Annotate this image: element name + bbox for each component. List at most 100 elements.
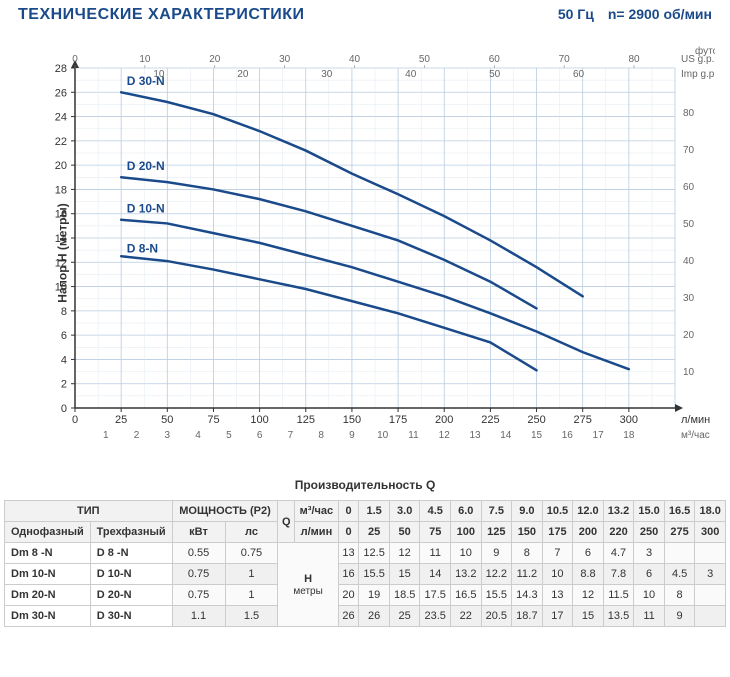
th-q-lmin: 50 (389, 522, 420, 543)
svg-text:13: 13 (469, 430, 481, 441)
table-row: Dm 20-ND 20-N0.751201918.517.516.515.514… (5, 585, 726, 606)
svg-text:6: 6 (61, 330, 67, 342)
cell-kw: 0.75 (172, 564, 225, 585)
svg-text:60: 60 (489, 54, 501, 65)
cell-val: 26 (359, 606, 390, 627)
svg-text:30: 30 (321, 69, 333, 80)
th-1p: Однофазный (5, 522, 91, 543)
th-q-lmin: 0 (338, 522, 359, 543)
th-q-m3: 18.0 (695, 501, 726, 522)
th-q-m3: 3.0 (389, 501, 420, 522)
svg-text:2: 2 (61, 379, 67, 391)
cell-val (695, 543, 726, 564)
cell-val: 15 (573, 606, 604, 627)
cell-val: 20.5 (481, 606, 512, 627)
th-q-m3: 9.0 (512, 501, 543, 522)
svg-text:0: 0 (72, 414, 78, 426)
cell-val: 7.8 (603, 564, 634, 585)
freq-label: 50 Гц (558, 6, 594, 22)
page-title: ТЕХНИЧЕСКИЕ ХАРАКТЕРИСТИКИ (18, 6, 558, 24)
svg-text:50: 50 (683, 219, 695, 230)
th-q-m3: 16.5 (664, 501, 695, 522)
svg-text:10: 10 (377, 430, 389, 441)
cell-model-1p: Dm 10-N (5, 564, 91, 585)
th-hp: лс (225, 522, 278, 543)
svg-text:5: 5 (226, 430, 232, 441)
svg-text:3: 3 (165, 430, 171, 441)
cell-val: 9 (481, 543, 512, 564)
cell-val: 18.7 (512, 606, 543, 627)
svg-text:60: 60 (573, 69, 585, 80)
svg-text:2: 2 (134, 430, 140, 441)
cell-val: 13 (338, 543, 359, 564)
cell-val: 13 (542, 585, 573, 606)
th-q-m3: 10.5 (542, 501, 573, 522)
cell-val: 12 (573, 585, 604, 606)
th-q-lmin: 300 (695, 522, 726, 543)
th-q-lmin: 25 (359, 522, 390, 543)
svg-text:60: 60 (683, 182, 695, 193)
svg-text:14: 14 (500, 430, 512, 441)
svg-text:л/мин: л/мин (681, 414, 710, 426)
cell-val: 8 (512, 543, 543, 564)
svg-text:300: 300 (620, 414, 638, 426)
svg-text:20: 20 (237, 69, 249, 80)
th-q-m3: 13.2 (603, 501, 634, 522)
svg-text:40: 40 (405, 69, 417, 80)
cell-val: 3 (695, 564, 726, 585)
cell-val: 15.5 (481, 585, 512, 606)
th-q-lmin: 100 (451, 522, 482, 543)
svg-text:Imp g.p.m.: Imp g.p.m. (681, 69, 715, 80)
svg-text:9: 9 (349, 430, 355, 441)
cell-val: 3 (634, 543, 665, 564)
cell-val: 12.5 (359, 543, 390, 564)
th-q-m3: 1.5 (359, 501, 390, 522)
th-q-m3: 12.0 (573, 501, 604, 522)
svg-text:150: 150 (343, 414, 361, 426)
svg-text:18: 18 (55, 184, 67, 196)
cell-hp: 0.75 (225, 543, 278, 564)
svg-text:12: 12 (439, 430, 451, 441)
svg-text:10: 10 (139, 54, 151, 65)
cell-val: 20 (338, 585, 359, 606)
svg-text:26: 26 (55, 87, 67, 99)
cell-val (664, 543, 695, 564)
cell-hp: 1.5 (225, 606, 278, 627)
svg-text:225: 225 (481, 414, 499, 426)
svg-text:8: 8 (318, 430, 324, 441)
cell-val: 22 (451, 606, 482, 627)
th-q-lmin: 275 (664, 522, 695, 543)
cell-val (695, 585, 726, 606)
svg-text:30: 30 (683, 293, 695, 304)
svg-text:17: 17 (593, 430, 605, 441)
cell-val: 4.5 (664, 564, 695, 585)
svg-text:20: 20 (209, 54, 221, 65)
svg-text:30: 30 (279, 54, 291, 65)
cell-val: 17.5 (420, 585, 451, 606)
svg-text:175: 175 (389, 414, 407, 426)
svg-text:80: 80 (628, 54, 640, 65)
svg-text:футов: футов (695, 45, 715, 57)
spec-table: ТИПМОЩНОСТЬ (P2)Qм³/час01.53.04.56.07.59… (4, 500, 726, 627)
svg-text:D 10-N: D 10-N (127, 202, 165, 216)
header-params: 50 Гц n= 2900 об/мин (558, 6, 712, 22)
svg-text:15: 15 (531, 430, 543, 441)
svg-text:1: 1 (103, 430, 109, 441)
cell-model-3p: D 30-N (90, 606, 172, 627)
table-row: Dm 8 -ND 8 -N0.550.75Hметры1312.51211109… (5, 543, 726, 564)
svg-text:16: 16 (562, 430, 574, 441)
cell-h-label: Hметры (278, 543, 338, 627)
th-q-lmin: 175 (542, 522, 573, 543)
chart-svg: 0246810121416182022242628025507510012515… (15, 28, 715, 478)
th-q-m3: 0 (338, 501, 359, 522)
cell-val: 18.5 (389, 585, 420, 606)
cell-model-3p: D 20-N (90, 585, 172, 606)
th-q-m3: 7.5 (481, 501, 512, 522)
cell-val: 8.8 (573, 564, 604, 585)
cell-val: 12 (389, 543, 420, 564)
svg-text:4: 4 (61, 354, 67, 366)
header: ТЕХНИЧЕСКИЕ ХАРАКТЕРИСТИКИ 50 Гц n= 2900… (0, 0, 730, 28)
cell-val: 26 (338, 606, 359, 627)
cell-hp: 1 (225, 564, 278, 585)
svg-text:28: 28 (55, 63, 67, 75)
